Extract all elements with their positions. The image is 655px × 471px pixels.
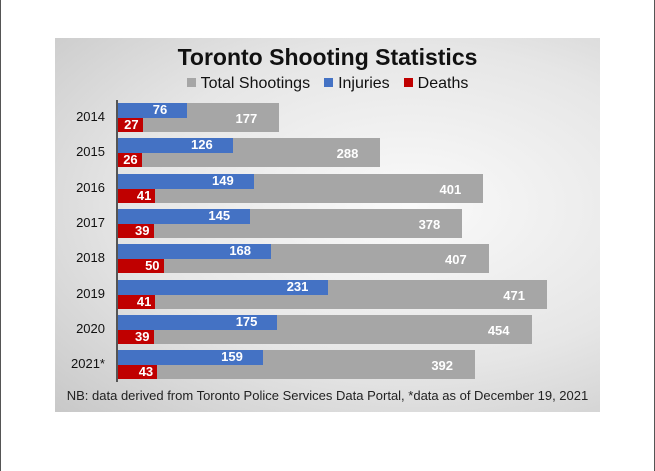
y-tick-label: 2016 <box>76 179 105 195</box>
y-axis-line <box>116 100 118 382</box>
legend-label: Total Shootings <box>200 75 311 92</box>
deaths-bar <box>118 118 143 132</box>
data-label: 159 <box>221 349 243 365</box>
deaths-bar <box>118 365 158 380</box>
legend: Total Shootings Injuries Deaths <box>55 75 600 93</box>
y-tick-label: 2018 <box>76 250 105 266</box>
data-label: 288 <box>336 146 359 162</box>
deaths-bar <box>118 259 164 274</box>
data-label: 145 <box>208 207 231 223</box>
data-label: 43 <box>138 364 154 380</box>
data-label: 231 <box>286 278 309 294</box>
data-label: 407 <box>445 252 467 268</box>
data-label: 177 <box>235 111 258 126</box>
data-label: 401 <box>439 181 462 197</box>
data-label: 39 <box>135 222 150 238</box>
legend-item: Injuries <box>324 75 390 93</box>
y-tick-label: 2014 <box>76 109 105 124</box>
chart-title: Toronto Shooting Statistics <box>177 44 478 70</box>
data-label: 126 <box>191 137 213 153</box>
data-label: 149 <box>212 172 234 188</box>
data-label: 27 <box>124 117 139 132</box>
data-label: 471 <box>503 287 525 303</box>
injuries-bar <box>118 279 329 295</box>
injuries-bar <box>118 103 188 118</box>
legend-swatch <box>324 78 334 87</box>
y-tick-label: 2020 <box>76 320 105 336</box>
injuries-bar <box>118 244 272 260</box>
data-label: 26 <box>123 152 138 168</box>
injuries-bar <box>118 208 251 224</box>
data-label: 168 <box>229 243 252 259</box>
data-label: 392 <box>431 358 454 374</box>
legend-label: Deaths <box>417 75 469 92</box>
chart-area: Toronto Shooting Statistics Total Shooti… <box>55 38 600 412</box>
y-tick-label: 2021* <box>71 356 105 372</box>
y-tick-label: 2015 <box>76 144 105 160</box>
deaths-bar <box>118 153 142 168</box>
deaths-bar <box>118 223 154 238</box>
deaths-bar <box>118 329 154 344</box>
footnote: NB: data derived from Toronto Police Ser… <box>66 388 589 403</box>
data-label: 76 <box>152 102 168 117</box>
data-label: 50 <box>145 258 160 274</box>
legend-label: Injuries <box>338 75 390 92</box>
deaths-bar <box>118 294 156 309</box>
y-tick-label: 2019 <box>76 285 105 301</box>
data-label: 41 <box>136 293 152 309</box>
data-label: 378 <box>418 216 441 232</box>
legend-swatch <box>186 78 196 87</box>
data-label: 41 <box>136 187 152 203</box>
injuries-bar <box>118 173 254 189</box>
data-label: 175 <box>235 313 258 329</box>
injuries-bar <box>118 350 263 366</box>
legend-item: Total Shootings <box>186 75 311 93</box>
y-tick-label: 2017 <box>76 214 105 230</box>
legend-item: Deaths <box>403 75 469 93</box>
injuries-bar <box>118 314 278 330</box>
injuries-bar <box>118 138 233 154</box>
data-label: 39 <box>135 328 150 344</box>
data-label: 454 <box>487 322 510 338</box>
legend-swatch <box>403 78 413 87</box>
deaths-bar <box>118 188 156 203</box>
